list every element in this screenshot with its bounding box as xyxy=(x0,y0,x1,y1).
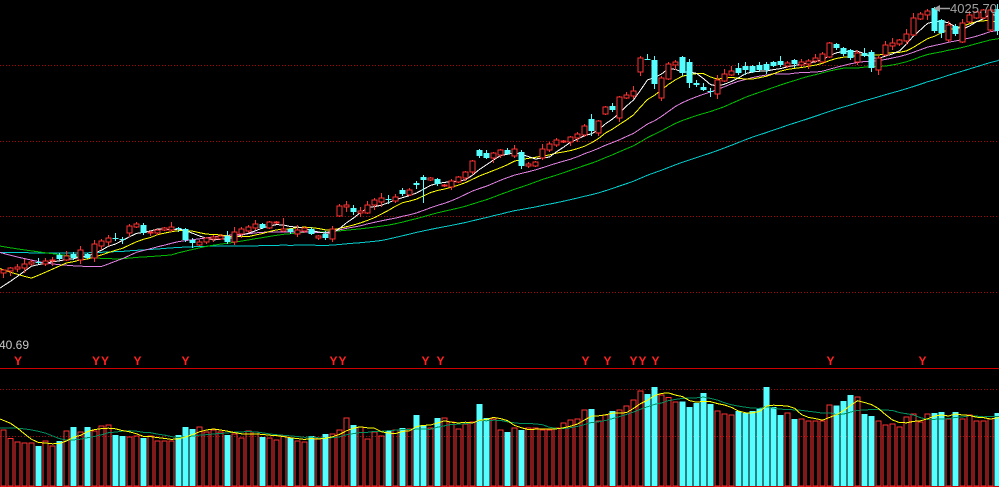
svg-text:Y: Y xyxy=(581,354,589,368)
svg-text:Y: Y xyxy=(338,354,346,368)
svg-text:4025.70: 4025.70 xyxy=(950,1,997,16)
svg-text:Y: Y xyxy=(92,354,100,368)
svg-text:Y: Y xyxy=(181,354,189,368)
svg-text:Y: Y xyxy=(436,354,444,368)
svg-text:Y: Y xyxy=(421,354,429,368)
svg-text:40.69: 40.69 xyxy=(0,338,29,352)
svg-text:Y: Y xyxy=(14,354,22,368)
svg-text:Y: Y xyxy=(133,354,141,368)
svg-text:Y: Y xyxy=(638,354,646,368)
svg-text:Y: Y xyxy=(918,354,926,368)
svg-text:Y: Y xyxy=(329,354,337,368)
svg-text:Y: Y xyxy=(651,354,659,368)
svg-text:Y: Y xyxy=(629,354,637,368)
svg-text:Y: Y xyxy=(826,354,834,368)
svg-text:Y: Y xyxy=(101,354,109,368)
svg-text:Y: Y xyxy=(603,354,611,368)
